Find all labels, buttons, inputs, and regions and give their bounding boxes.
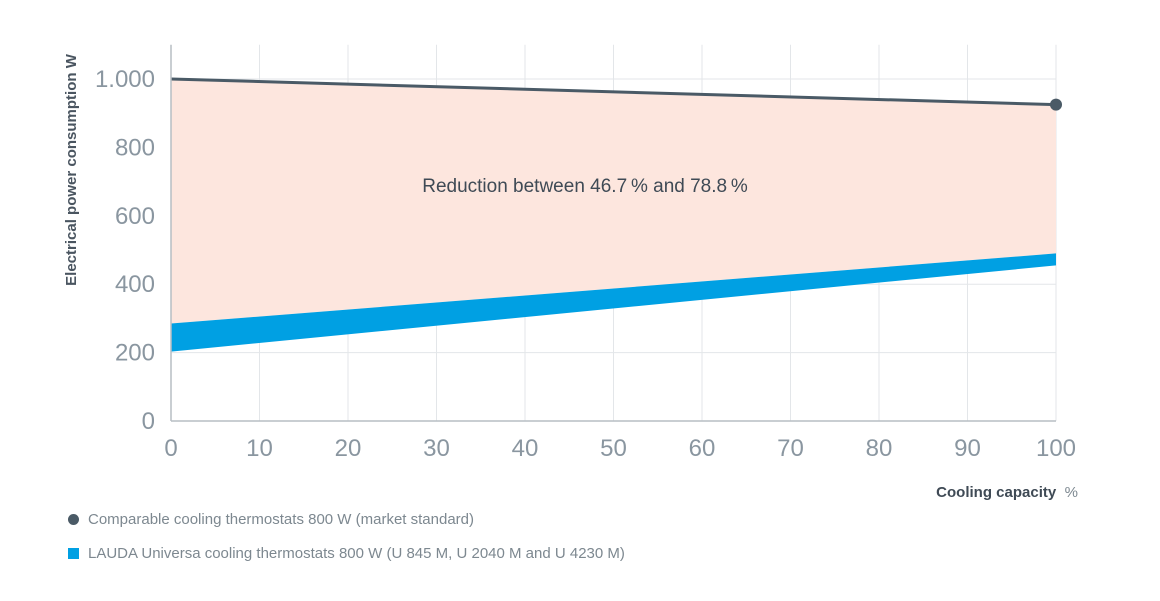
x-tick-label: 80	[866, 435, 893, 462]
legend-item-lauda: LAUDA Universa cooling thermostats 800 W…	[68, 545, 625, 562]
x-tick-label: 30	[423, 435, 450, 462]
x-tick-label: 70	[777, 435, 804, 462]
chart: 0 200 400 600 800 1.000 0 10 20 30 40 50 60 70 80 90 10…	[63, 44, 1078, 501]
reduction-annotation: Reduction between 46.7 % and 78.8 %	[422, 176, 748, 197]
x-tick-label: 20	[335, 435, 362, 462]
legend-dot-icon	[68, 514, 79, 525]
y-tick-label: 600	[115, 203, 155, 230]
legend-item-market-standard: Comparable cooling thermostats 800 W (ma…	[68, 511, 474, 528]
y-tick-label: 800	[115, 134, 155, 161]
x-tick-label: 40	[512, 435, 539, 462]
legend-label-market-standard: Comparable cooling thermostats 800 W (ma…	[88, 511, 475, 528]
legend-label-lauda: LAUDA Universa cooling thermostats 800 W…	[88, 545, 625, 562]
y-tick-label: 200	[115, 340, 155, 367]
x-tick-label: 100	[1036, 435, 1076, 462]
y-tick-label: 0	[142, 408, 155, 435]
x-tick-label: 60	[689, 435, 716, 462]
x-tick-label: 10	[246, 435, 273, 462]
x-tick-label: 50	[600, 435, 627, 462]
market-standard-end-point	[1050, 98, 1062, 111]
x-axis-label: Cooling capacity %	[936, 484, 1078, 501]
axes	[170, 44, 1056, 422]
y-tick-label: 400	[115, 271, 155, 298]
x-tick-labels: 0 10 20 30 40 50 60 70 80 90 100	[164, 435, 1076, 462]
lauda-band	[171, 253, 1056, 352]
legend-square-icon	[68, 548, 79, 559]
y-axis-label: Electrical power consumption W	[63, 53, 80, 286]
x-tick-label: 0	[164, 435, 177, 462]
x-tick-label: 90	[954, 435, 981, 462]
y-tick-label: 1.000	[95, 66, 155, 93]
reduction-area	[171, 79, 1056, 324]
x-axis-label-text: Cooling capacity	[936, 484, 1057, 501]
y-tick-labels: 0 200 400 600 800 1.000	[95, 66, 155, 435]
market-standard-line	[170, 77, 1057, 107]
x-axis-label-unit: %	[1065, 484, 1078, 501]
